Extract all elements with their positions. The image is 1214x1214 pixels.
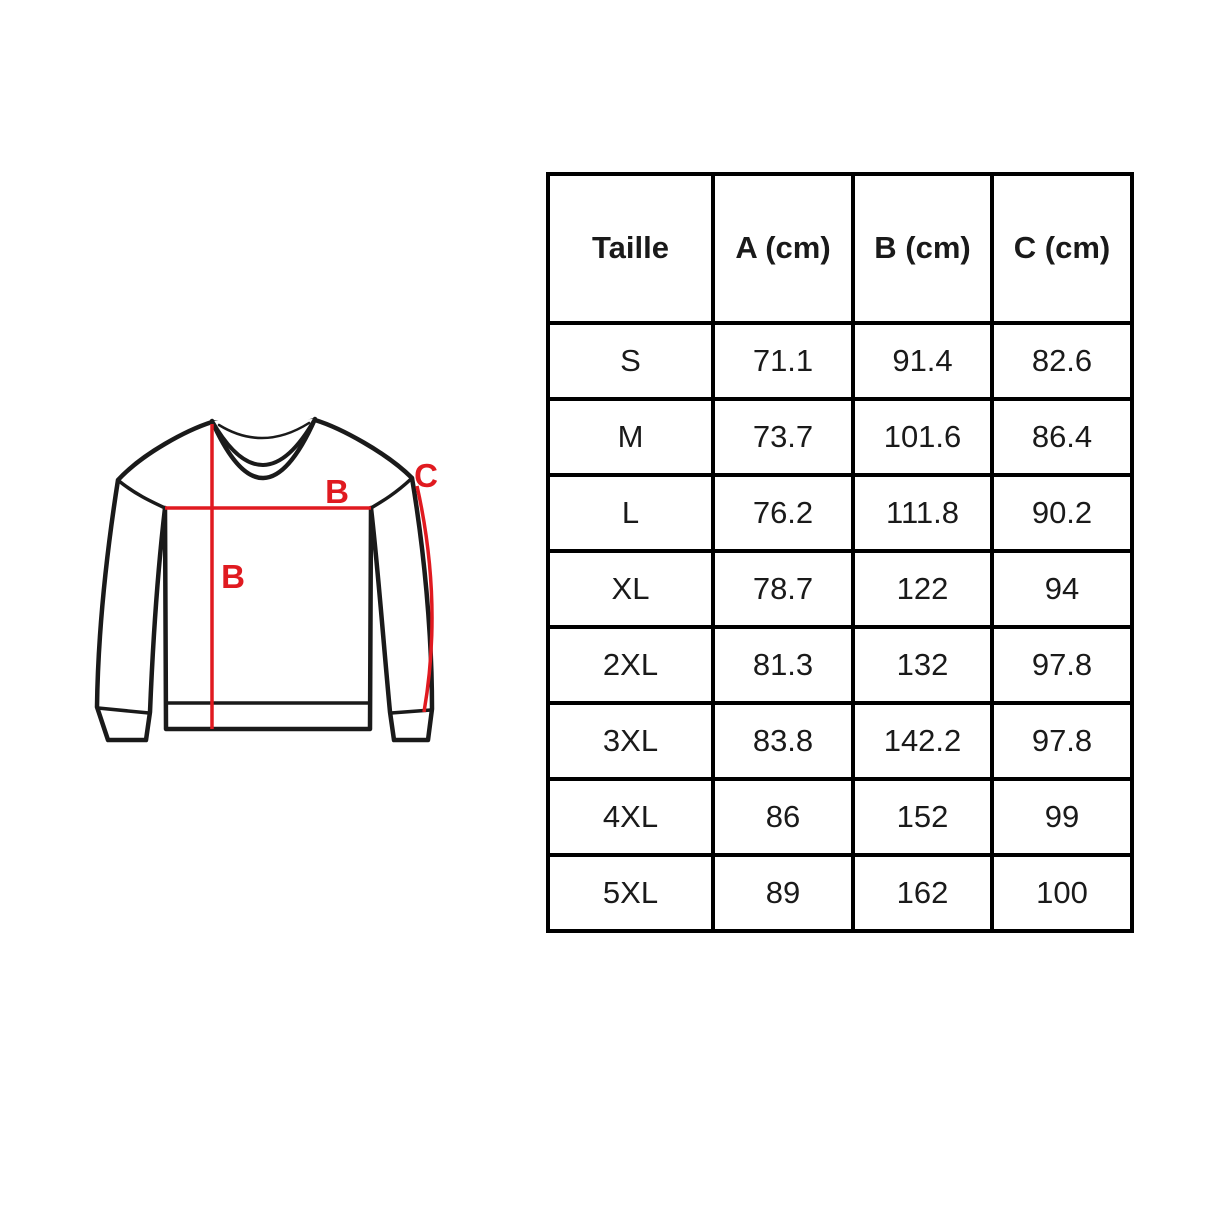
value-cell: 97.8 (990, 701, 1134, 781)
size-cell: XL (546, 549, 715, 629)
table-row: 5XL 89 162 100 (546, 853, 1134, 933)
size-cell: M (546, 397, 715, 477)
value-cell: 162 (851, 853, 994, 933)
value-cell: 142.2 (851, 701, 994, 781)
size-cell: 5XL (546, 853, 715, 933)
header-cell-c: C (cm) (990, 172, 1134, 325)
header-row: Taille A (cm) B (cm) C (cm) (546, 172, 1134, 325)
value-cell: 78.7 (711, 549, 855, 629)
value-cell: 73.7 (711, 397, 855, 477)
value-cell: 86.4 (990, 397, 1134, 477)
value-cell: 81.3 (711, 625, 855, 705)
value-cell: 82.6 (990, 321, 1134, 401)
right-armhole-seam (369, 477, 413, 510)
header-cell-a: A (cm) (711, 172, 855, 325)
value-cell: 111.8 (851, 473, 994, 553)
value-cell: 101.6 (851, 397, 994, 477)
collar-outer-arc (209, 416, 318, 481)
value-cell: 94 (990, 549, 1134, 629)
table-row: L 76.2 111.8 90.2 (546, 473, 1134, 553)
value-cell: 83.8 (711, 701, 855, 781)
sleeve-label: C (414, 457, 438, 494)
table-row: XL 78.7 122 94 (546, 549, 1134, 629)
left-cuff-line (97, 706, 150, 715)
table-row: 4XL 86 152 99 (546, 777, 1134, 857)
left-armhole-seam (117, 479, 167, 510)
sweatshirt-outline (94, 417, 435, 743)
sleeve-measure-line (415, 485, 434, 713)
size-cell: 2XL (546, 625, 715, 705)
value-cell: 122 (851, 549, 994, 629)
size-cell: L (546, 473, 715, 553)
value-cell: 97.8 (990, 625, 1134, 705)
table-row: 3XL 83.8 142.2 97.8 (546, 701, 1134, 781)
header-cell-taille: Taille (546, 172, 715, 325)
value-cell: 76.2 (711, 473, 855, 553)
collar-inner-arc (210, 417, 317, 467)
value-cell: 99 (990, 777, 1134, 857)
length-label: B (221, 558, 245, 595)
size-cell: S (546, 321, 715, 401)
value-cell: 152 (851, 777, 994, 857)
value-cell: 90.2 (990, 473, 1134, 553)
table-row: S 71.1 91.4 82.6 (546, 321, 1134, 401)
value-cell: 71.1 (711, 321, 855, 401)
value-cell: 91.4 (851, 321, 994, 401)
size-table-body: S 71.1 91.4 82.6 M 73.7 101.6 86.4 L 76.2 111.8 90.… (546, 321, 1134, 933)
value-cell: 86 (711, 777, 855, 857)
value-cell: 100 (990, 853, 1134, 933)
header-cell-b: B (cm) (851, 172, 994, 325)
size-table: Taille A (cm) B (cm) C (cm) S 71.1 91.4 82.… (546, 172, 1134, 933)
table-row: 2XL 81.3 132 97.8 (546, 625, 1134, 705)
table-row: M 73.7 101.6 86.4 (546, 397, 1134, 477)
value-cell: 132 (851, 625, 994, 705)
sweatshirt-diagram: B B C (94, 416, 438, 743)
size-table-header: Taille A (cm) B (cm) C (cm) (546, 172, 1134, 325)
value-cell: 89 (711, 853, 855, 933)
back-neck-arc (217, 421, 311, 440)
size-cell: 4XL (546, 777, 715, 857)
size-cell: 3XL (546, 701, 715, 781)
chest-label: B (325, 473, 349, 510)
